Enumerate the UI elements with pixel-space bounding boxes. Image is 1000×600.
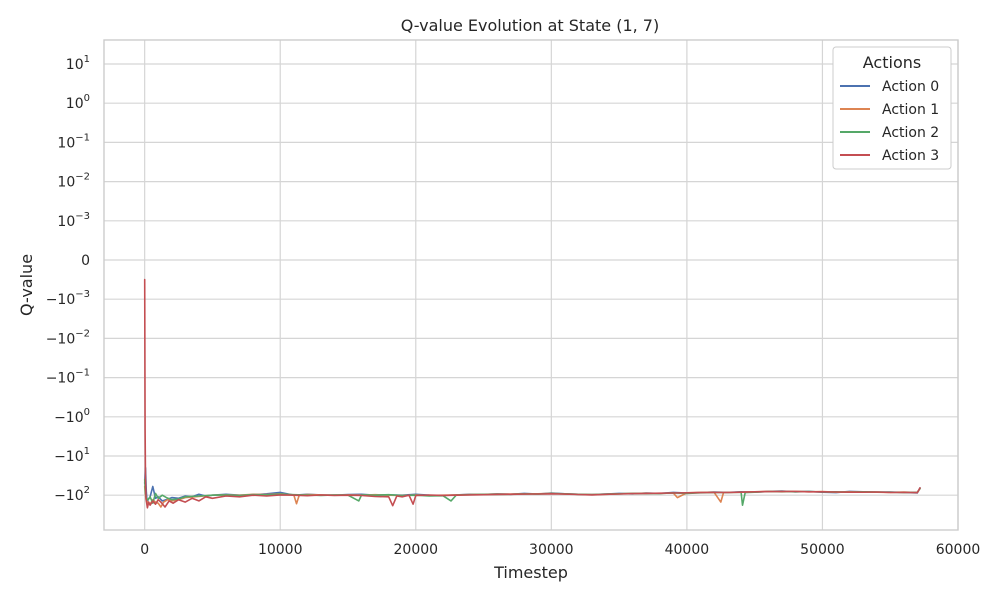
- legend-label-action-1: Action 1: [882, 102, 939, 118]
- x-tick-label: 20000: [394, 542, 439, 558]
- y-tick-label: −10−2: [46, 328, 90, 347]
- x-tick-label: 0: [140, 542, 149, 558]
- y-tick-label: 10−1: [57, 132, 90, 151]
- y-tick-label: 0: [81, 253, 90, 269]
- series-line-action-0: [143, 466, 921, 503]
- x-axis-ticks: 0 10000 20000 30000 40000 50000 60000: [140, 542, 980, 558]
- x-tick-label: 60000: [936, 542, 981, 558]
- legend-label-action-2: Action 2: [882, 125, 939, 141]
- x-tick-label: 30000: [529, 542, 574, 558]
- legend-title: Actions: [863, 53, 921, 72]
- grid: [104, 40, 959, 530]
- x-tick-label: 10000: [258, 542, 303, 558]
- plot-frame: [103, 39, 959, 531]
- y-tick-label: 10−2: [57, 172, 90, 191]
- series-line-action-3: [143, 278, 921, 509]
- series-line-action-1: [143, 485, 921, 508]
- y-tick-label: −102: [54, 485, 90, 504]
- x-tick-label: 50000: [800, 542, 845, 558]
- y-axis-ticks: 101 100 10−1 10−2 10−3 0 −10−3 −10−2 −10−1 −100 −1…: [46, 54, 90, 504]
- y-tick-label: 10−3: [57, 211, 90, 230]
- y-tick-label: −100: [54, 407, 90, 426]
- legend-label-action-3: Action 3: [882, 148, 939, 164]
- x-axis-title: Timestep: [493, 563, 568, 582]
- legend-items: Action 0 Action 1 Action 2 Action 3: [840, 79, 939, 164]
- series-layer: [143, 278, 921, 509]
- y-axis-title: Q-value: [17, 254, 36, 316]
- chart-title: Q-value Evolution at State (1, 7): [401, 16, 659, 35]
- legend-box: [832, 46, 952, 170]
- y-tick-label: −10−1: [46, 368, 90, 387]
- legend: Actions Action 0 Action 1 Action 2 Action 3: [832, 46, 952, 170]
- y-tick-label: −10−3: [46, 289, 90, 308]
- y-tick-label: 100: [66, 93, 90, 112]
- y-tick-label: 101: [66, 54, 90, 73]
- x-tick-label: 40000: [665, 542, 710, 558]
- y-tick-label: −101: [54, 446, 90, 465]
- legend-label-action-0: Action 0: [882, 79, 939, 95]
